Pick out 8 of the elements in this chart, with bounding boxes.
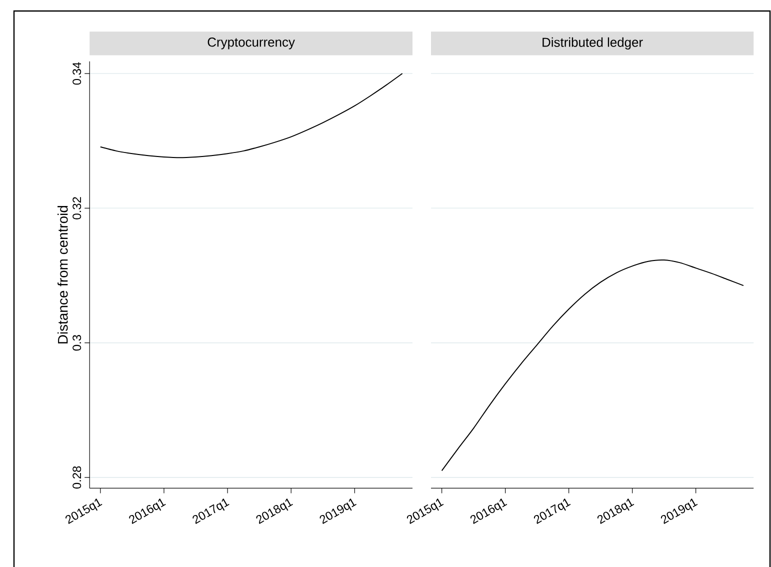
y-tick-label: 0.28 [72,466,82,489]
y-axis-title: Distance from centroid [58,206,68,344]
y-tick-label: 0.34 [72,62,82,85]
chart-title: Distributed ledger [542,37,643,50]
line-series [100,73,403,158]
y-tick-label: 0.3 [72,335,82,351]
y-tick-label: 0.32 [72,197,82,220]
chart-title: Cryptocurrency [208,38,295,50]
